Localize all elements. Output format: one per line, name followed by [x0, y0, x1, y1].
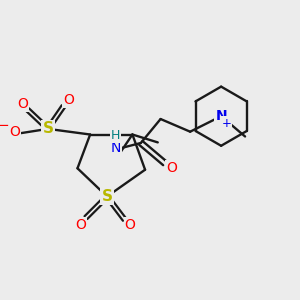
- Text: O: O: [63, 93, 74, 107]
- Text: H: H: [111, 129, 120, 142]
- Text: +: +: [221, 117, 231, 130]
- Text: S: S: [102, 189, 112, 204]
- Text: O: O: [10, 125, 20, 139]
- Text: −: −: [0, 118, 9, 133]
- Text: S: S: [42, 122, 53, 136]
- Text: O: O: [17, 97, 28, 110]
- Text: N: N: [215, 109, 227, 123]
- Text: O: O: [75, 218, 86, 232]
- Text: O: O: [125, 218, 136, 232]
- Text: N: N: [110, 141, 121, 155]
- Text: O: O: [167, 161, 177, 175]
